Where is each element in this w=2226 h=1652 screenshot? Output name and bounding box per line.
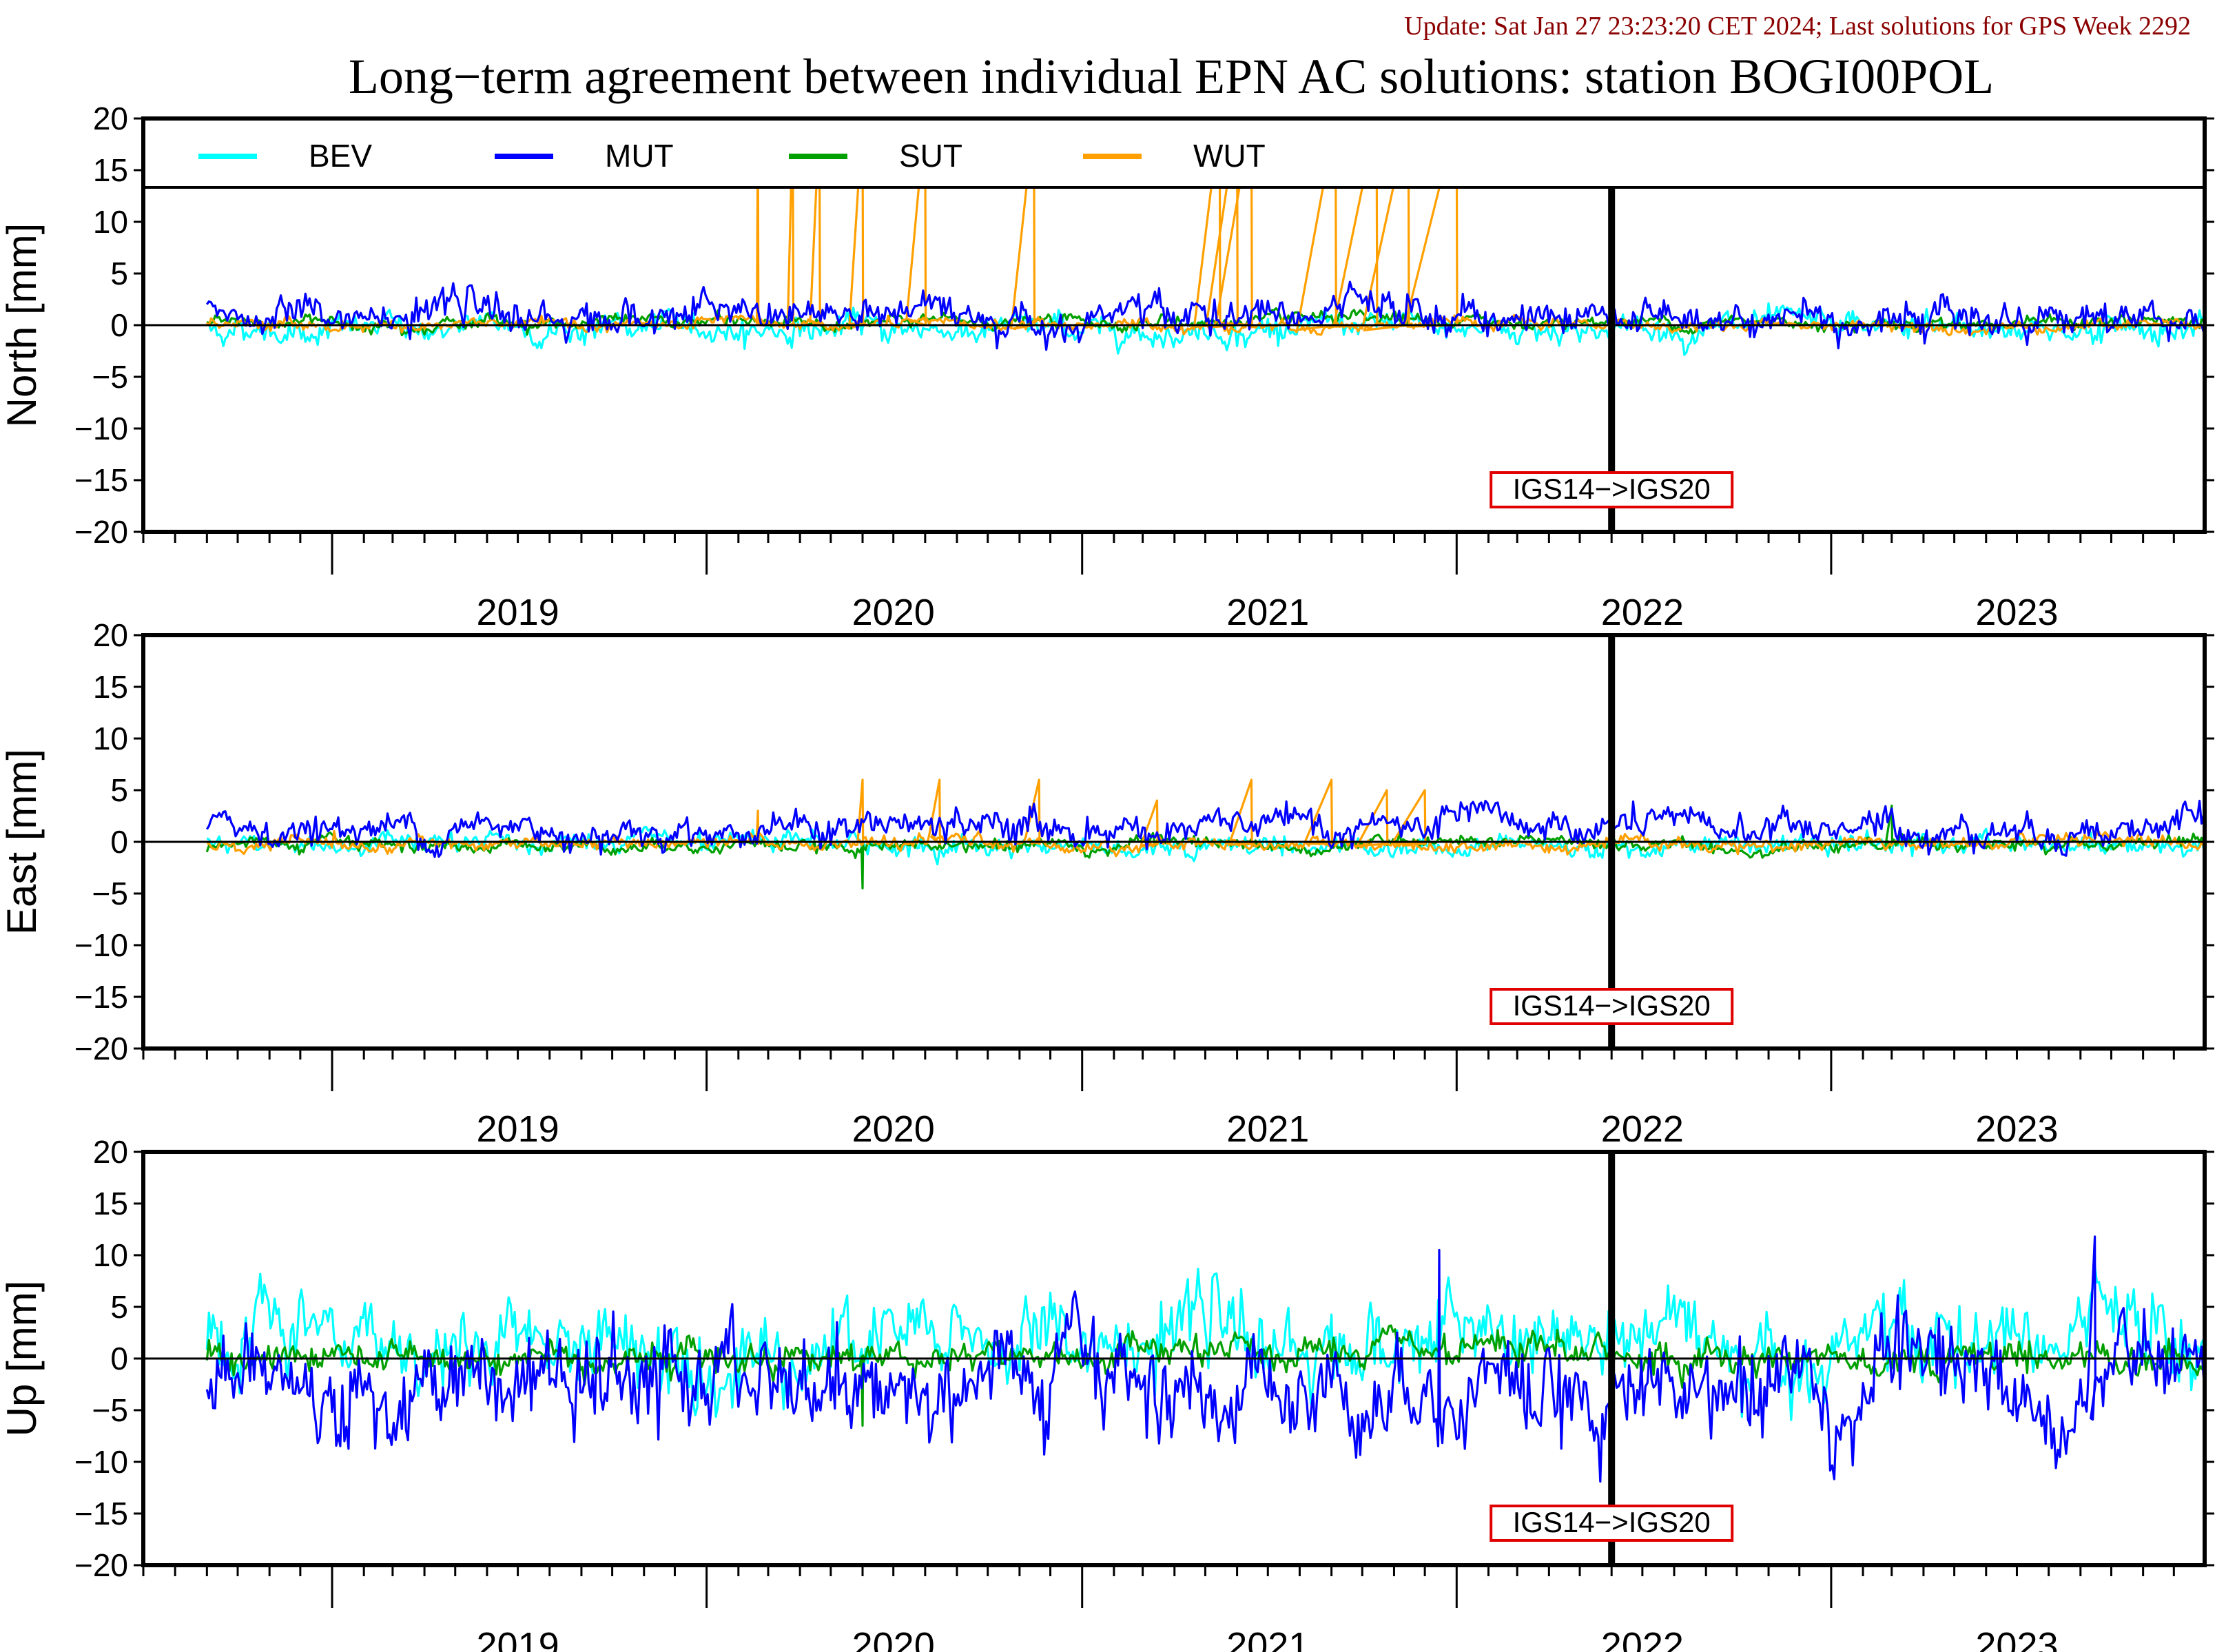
y-tick-label: −10 [74,927,128,963]
y-tick-label: −5 [92,359,128,395]
x-tick-label: 2023 [1975,1625,2058,1652]
x-tick-label: 2021 [1226,1625,1309,1652]
series-line-bev [205,1264,2205,1421]
y-tick-label: 5 [110,772,128,808]
series-line-bev [206,825,2205,866]
x-tick-label: 2022 [1601,592,1684,633]
y-tick-label: 5 [110,1289,128,1325]
y-axis-label: North [mm] [0,223,45,428]
y-axis-label: East [mm] [0,749,45,935]
y-tick-label: 20 [93,101,128,136]
series-line-mut [205,280,2205,351]
y-tick-label: 0 [110,1341,128,1376]
x-tick-label: 2022 [1601,1108,1684,1150]
y-tick-label: 10 [93,204,128,240]
frame-change-label: IGS14−>IGS20 [1513,1506,1711,1538]
y-tick-label: −5 [92,876,128,911]
frame-change-box [1490,471,1734,508]
y-tick-label: 15 [93,1186,128,1221]
panel-north: IGS14−>IGS20 BEV MUT SUT WUT 20 15 10 5 0 −5 −10 −15… [0,101,2214,633]
x-tick-label: 2019 [477,1108,559,1150]
x-tick-label: 2020 [852,1625,935,1652]
frame-change-box [1490,1505,1734,1542]
legend-label-bev: BEV [309,138,372,174]
y-tick-label: 15 [93,669,128,705]
x-tick-label: 2020 [852,592,935,633]
legend-label-wut: WUT [1193,138,1266,174]
legend-label-sut: SUT [899,138,962,174]
frame-change-box [1490,988,1734,1025]
x-tick-label: 2021 [1226,592,1309,633]
y-tick-label: 10 [93,721,128,756]
y-tick-label: −10 [74,411,128,446]
y-tick-label: 20 [93,617,128,653]
chart-title: Long−term agreement between individual E… [349,49,1994,104]
y-tick-label: 20 [93,1134,128,1170]
series-line-mut [205,799,2205,858]
legend-label-mut: MUT [605,138,674,174]
y-tick-label: 5 [110,256,128,291]
y-axis-label: Up [mm] [0,1281,45,1437]
series-group [205,778,2205,890]
frame-change-label: IGS14−>IGS20 [1513,473,1711,505]
frame-change-label: IGS14−>IGS20 [1513,989,1711,1022]
x-tick-label: 2022 [1601,1625,1684,1652]
y-tick-label: 15 [93,152,128,188]
y-tick-label: −20 [74,1547,128,1583]
y-tick-label: −5 [92,1392,128,1428]
y-tick-label: −15 [74,979,128,1015]
legend-box [142,117,2206,189]
y-tick-label: −20 [74,514,128,550]
x-tick-label: 2019 [477,592,559,633]
y-tick-label: −10 [74,1444,128,1480]
y-tick-label: −15 [74,1496,128,1531]
y-tick-label: 0 [110,307,128,343]
x-tick-label: 2023 [1975,592,2058,633]
x-tick-label: 2019 [477,1625,559,1652]
y-tick-label: 0 [110,824,128,860]
x-tick-label: 2023 [1975,1108,2058,1150]
x-tick-label: 2021 [1226,1108,1309,1150]
y-tick-label: −15 [74,462,128,498]
y-tick-label: −20 [74,1031,128,1066]
y-tick-label: 10 [93,1237,128,1273]
panel-up: IGS14−>IGS20 20 15 10 5 0 −5 −10 −15 −20 Up [mm] 20… [0,1134,2214,1652]
update-text: Update: Sat Jan 27 23:23:20 CET 2024; La… [1404,12,2191,41]
x-tick-label: 2020 [852,1108,935,1150]
panel-east: IGS14−>IGS20 20 15 10 5 0 −5 −10 −15 −20 East [mm]… [0,617,2214,1150]
